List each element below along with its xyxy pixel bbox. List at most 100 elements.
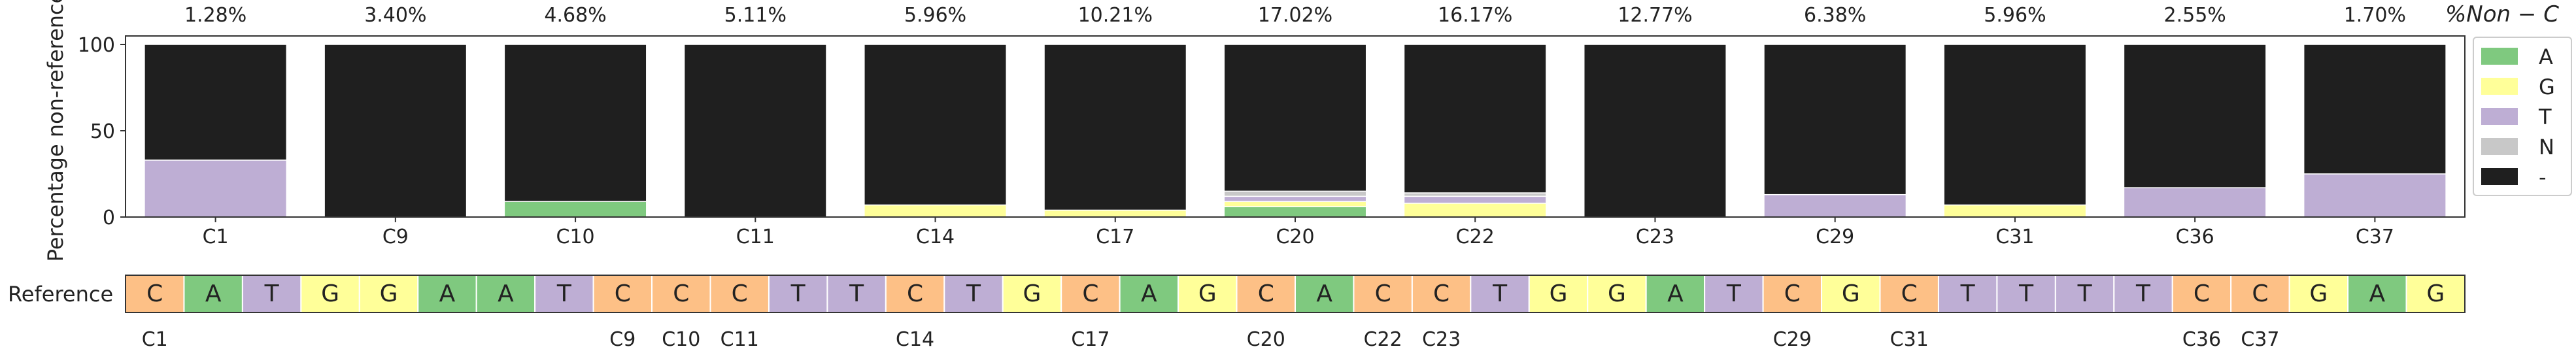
- reference-base-letter: A: [205, 280, 222, 307]
- x-tick-label: C1: [203, 226, 229, 248]
- percent-label: 5.11%: [724, 4, 787, 27]
- bar-segment-c11-gap: [683, 44, 827, 218]
- reference-base-cell: [2347, 275, 2407, 313]
- position-label: C36: [2182, 328, 2221, 351]
- reference-base-letter: T: [790, 280, 806, 307]
- bar-segment-c31-gap: [1943, 44, 2087, 206]
- legend-box: [2473, 37, 2572, 196]
- reference-base-letter: T: [1492, 280, 1508, 307]
- bar-segment-c22-g: [1403, 203, 1547, 218]
- reference-base-letter: C: [1375, 280, 1391, 307]
- reference-base-letter: C: [1901, 280, 1918, 307]
- x-tick-label: C10: [556, 226, 595, 248]
- bar-segment-c10-gap: [503, 44, 647, 202]
- percent-non-c-title: %Non − C: [2445, 1, 2559, 27]
- bar-chart-frame: [125, 35, 2466, 218]
- reference-base-letter: C: [1082, 280, 1098, 307]
- reference-base-letter: T: [849, 280, 864, 307]
- x-tick-label: C17: [1096, 226, 1134, 248]
- x-tick-label: C22: [1456, 226, 1495, 248]
- percent-label: 12.77%: [1618, 4, 1692, 27]
- legend-label: G: [2539, 75, 2555, 99]
- x-tick-label: C23: [1636, 226, 1674, 248]
- reference-base-letter: T: [264, 280, 280, 307]
- legend-swatch-t: [2481, 108, 2518, 125]
- percent-label: 2.55%: [2163, 4, 2226, 27]
- bar-segment-c1-gap: [144, 44, 288, 161]
- bar-segment-c36-t: [2123, 187, 2267, 218]
- reference-base-letter: G: [2426, 280, 2445, 307]
- bar-segment-c31-g: [1943, 204, 2087, 218]
- reference-base-cell: [2054, 275, 2115, 313]
- bar-segment-c37-t: [2303, 173, 2447, 218]
- position-label: C31: [1890, 328, 1929, 351]
- reference-base-cell: [709, 275, 770, 313]
- x-tick-label: C11: [736, 226, 775, 248]
- reference-base-letter: T: [2077, 280, 2093, 307]
- reference-strip-frame: [125, 275, 2466, 313]
- reference-base-letter: G: [1608, 280, 1626, 307]
- reference-base-letter: A: [439, 280, 456, 307]
- percent-label: 17.02%: [1258, 4, 1332, 27]
- reference-base-cell: [2405, 275, 2466, 313]
- reference-base-cell: [534, 275, 594, 313]
- reference-base-letter: G: [2309, 280, 2328, 307]
- x-tick-label: C37: [2356, 226, 2394, 248]
- position-label: C14: [896, 328, 934, 351]
- reference-base-cell: [1236, 275, 1296, 313]
- legend-swatch-n: [2481, 138, 2518, 155]
- bar-segment-c22-t: [1403, 195, 1547, 204]
- bar-segment-c22-n: [1403, 192, 1547, 197]
- percent-label: 1.28%: [184, 4, 246, 27]
- reference-base-letter: T: [1960, 280, 1976, 307]
- reference-base-letter: G: [1842, 280, 1860, 307]
- legend-label: A: [2539, 44, 2553, 69]
- bar-segment-c23-gap: [1583, 44, 1727, 218]
- position-label: C17: [1071, 328, 1110, 351]
- reference-base-letter: C: [1433, 280, 1449, 307]
- reference-base-letter: C: [1258, 280, 1274, 307]
- legend-label: -: [2539, 165, 2547, 190]
- position-label: C10: [662, 328, 700, 351]
- reference-base-letter: A: [498, 280, 514, 307]
- x-tick-label: C14: [916, 226, 955, 248]
- legend-swatch-g: [2481, 78, 2518, 95]
- percent-label: 16.17%: [1438, 4, 1512, 27]
- reference-base-letter: C: [615, 280, 631, 307]
- reference-base-letter: T: [2135, 280, 2151, 307]
- reference-base-letter: G: [1198, 280, 1217, 307]
- reference-base-letter: T: [966, 280, 981, 307]
- reference-base-letter: G: [1023, 280, 1042, 307]
- percent-label: 5.96%: [1984, 4, 2046, 27]
- y-tick-label: 100: [78, 34, 115, 57]
- bar-segment-c22-gap: [1403, 44, 1547, 193]
- reference-base-letter: C: [146, 280, 163, 307]
- y-axis-title: Percentage non-reference: [43, 0, 68, 261]
- reference-base-cell: [300, 275, 360, 313]
- bar-segment-c29-gap: [1763, 44, 1907, 195]
- position-label: C29: [1773, 328, 1812, 351]
- reference-base-letter: G: [321, 280, 339, 307]
- reference-base-letter: A: [1316, 280, 1332, 307]
- percent-label: 6.38%: [1804, 4, 1866, 27]
- x-tick-label: C9: [382, 226, 409, 248]
- reference-base-cell: [358, 275, 419, 313]
- y-tick-label: 0: [103, 207, 115, 229]
- reference-row-label: Reference: [8, 282, 113, 307]
- percent-label: 4.68%: [544, 4, 606, 27]
- reference-base-letter: C: [2252, 280, 2268, 307]
- percent-label: 1.70%: [2344, 4, 2406, 27]
- reference-base-letter: G: [380, 280, 398, 307]
- bar-segment-c20-a: [1223, 206, 1367, 218]
- position-label: C37: [2241, 328, 2279, 351]
- percent-label: 10.21%: [1078, 4, 1153, 27]
- reference-base-letter: C: [1784, 280, 1801, 307]
- legend-label: T: [2538, 105, 2552, 129]
- reference-base-letter: G: [1550, 280, 1568, 307]
- bar-segment-c17-g: [1043, 209, 1187, 218]
- position-label: C11: [720, 328, 759, 351]
- position-label: C1: [142, 328, 168, 351]
- position-label: C23: [1422, 328, 1461, 351]
- bar-segment-c17-gap: [1043, 44, 1187, 211]
